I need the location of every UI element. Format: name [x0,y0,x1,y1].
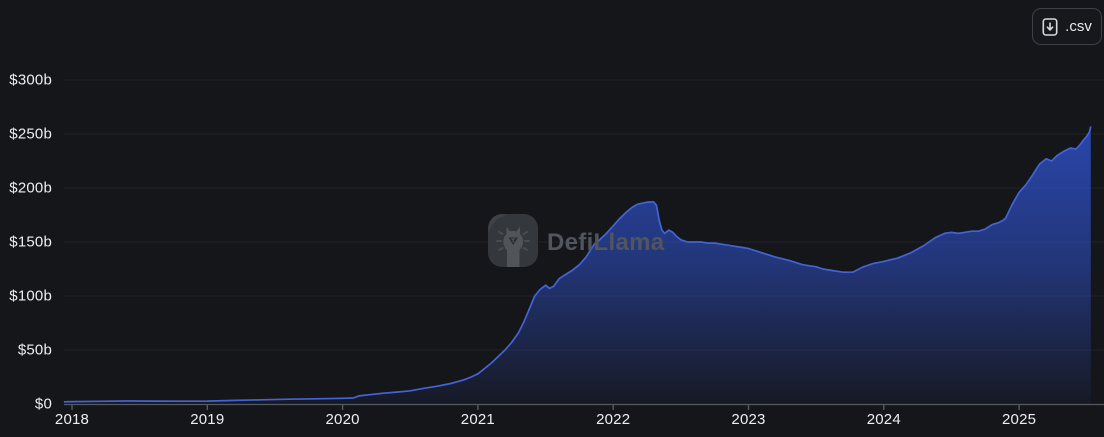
x-axis-label: 2022 [596,411,631,428]
download-csv-label: .csv [1065,18,1092,35]
x-axis-label: 2021 [460,411,495,428]
y-axis-label: $0 [34,395,52,413]
download-csv-button[interactable]: .csv [1032,8,1102,45]
x-axis-label: 2019 [190,411,225,428]
x-axis-label: 2023 [731,411,766,428]
y-axis-label: $300b [9,71,52,89]
y-axis-label: $200b [9,179,52,197]
y-axis-label: $50b [17,341,52,359]
y-axis-label: $100b [9,287,52,305]
series-area [63,126,1091,405]
x-axis-label: 2020 [325,411,360,428]
x-axis-label: 2025 [1002,411,1037,428]
x-axis-label: 2018 [54,411,90,428]
y-axis-label: $150b [9,233,52,251]
y-axis-label: $250b [9,125,52,143]
download-file-icon [1042,17,1058,36]
x-axis-label: 2024 [866,411,901,428]
series-line [63,126,1092,403]
